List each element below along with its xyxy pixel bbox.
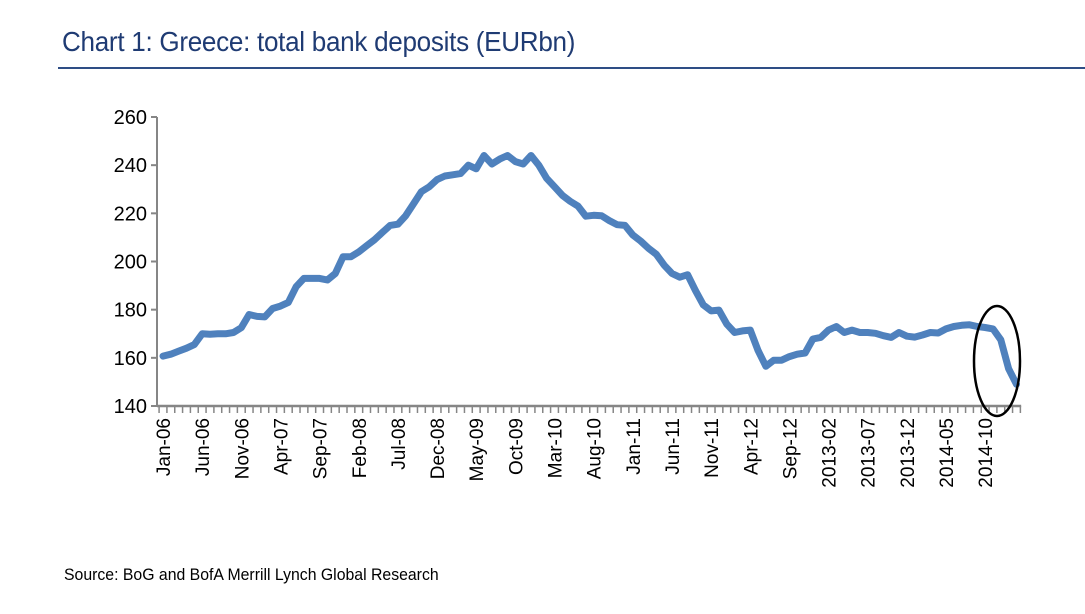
x-tick-label: Nov-11 (702, 418, 723, 478)
y-tick-label: 180 (114, 300, 147, 322)
x-tick-label: Apr-12 (741, 418, 762, 475)
y-tick-label: 200 (114, 252, 147, 274)
x-tick-label: Jun-06 (193, 418, 214, 476)
x-tick-label: Oct-09 (506, 418, 527, 475)
x-tick-label: Sep-07 (311, 418, 332, 479)
x-tick-label: Nov-06 (232, 418, 253, 479)
x-tick-label: Jan-11 (624, 418, 645, 475)
chart-title: Chart 1: Greece: total bank deposits (EU… (62, 26, 576, 57)
x-tick-label: Mar-10 (546, 418, 567, 478)
y-tick-label: 260 (114, 107, 147, 129)
x-tick-label: Jul-08 (389, 418, 410, 470)
x-tick-label: Jan-06 (154, 418, 175, 476)
x-tick-label: 2014-05 (937, 418, 958, 488)
source-note: Source: BoG and BofA Merrill Lynch Globa… (64, 565, 439, 584)
y-tick-label: 220 (114, 203, 147, 225)
x-tick-label: Aug-10 (585, 418, 606, 479)
x-tick-label: Dec-08 (428, 418, 449, 479)
x-tick-label: 2014-10 (976, 418, 997, 488)
y-tick-label: 140 (114, 396, 147, 418)
x-tick-label: 2013-07 (859, 418, 880, 488)
x-tick-label: Sep-12 (780, 418, 801, 479)
title-underline (58, 67, 1085, 69)
y-tick-label: 160 (114, 348, 147, 370)
x-tick-label: Feb-08 (350, 418, 371, 478)
x-tick-label: 2013-12 (898, 418, 919, 488)
y-tick-label: 240 (114, 155, 147, 177)
x-tick-label: 2013-02 (820, 418, 841, 488)
x-tick-label: May-09 (467, 418, 488, 481)
x-tick-label: Apr-07 (271, 418, 292, 475)
deposits-series-line (159, 152, 1020, 388)
x-tick-label: Jun-11 (663, 418, 684, 475)
highlight-ellipse (972, 304, 1022, 418)
